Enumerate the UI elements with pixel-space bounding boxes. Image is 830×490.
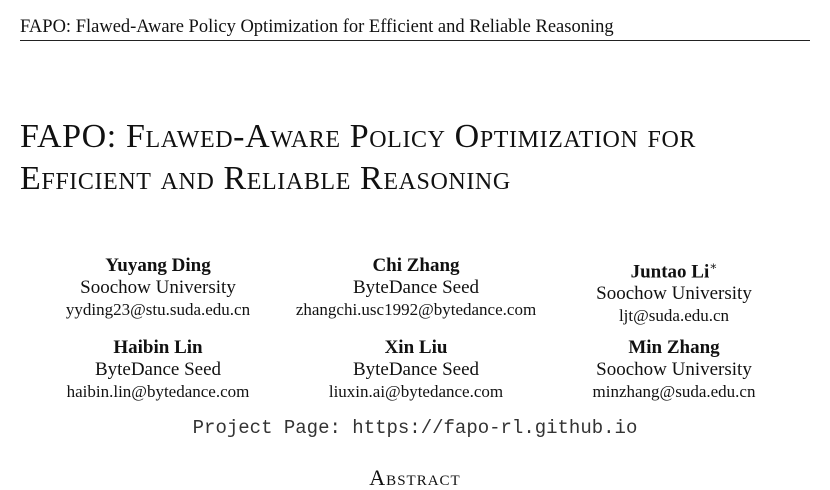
author-affiliation: Soochow University xyxy=(80,277,236,298)
author-name: Xin Liu xyxy=(384,337,448,358)
running-head: FAPO: Flawed-Aware Policy Optimization f… xyxy=(20,16,810,41)
author-block: Juntao Li∗ Soochow University ljt@suda.e… xyxy=(524,255,824,326)
author-email: haibin.lin@bytedance.com xyxy=(66,382,250,401)
author-affiliation: ByteDance Seed xyxy=(352,277,480,298)
abstract-heading: Abstract xyxy=(369,465,461,490)
author-block: Yuyang Ding Soochow University yyding23@… xyxy=(8,255,308,320)
author-name-wrapper: Juntao Li∗ xyxy=(524,255,824,283)
author-affiliation: Soochow University xyxy=(596,359,752,380)
author-affiliation: ByteDance Seed xyxy=(94,359,222,380)
author-email: liuxin.ai@bytedance.com xyxy=(328,382,504,401)
author-email: ljt@suda.edu.cn xyxy=(618,306,730,326)
author-name: Haibin Lin xyxy=(113,337,203,358)
author-email: yyding23@stu.suda.edu.cn xyxy=(65,300,251,319)
author-affiliation: Soochow University xyxy=(596,283,752,305)
author-email: minzhang@suda.edu.cn xyxy=(592,382,756,401)
paper-title: FAPO: Flawed-Aware Policy Optimization f… xyxy=(20,116,815,200)
project-page-link[interactable]: https://fapo-rl.github.io xyxy=(352,417,638,439)
author-block: Chi Zhang ByteDance Seed zhangchi.usc199… xyxy=(266,255,566,320)
author-name: Yuyang Ding xyxy=(105,255,211,276)
author-name: Juntao Li xyxy=(630,261,710,283)
author-name: Chi Zhang xyxy=(372,255,460,276)
author-email: zhangchi.usc1992@bytedance.com xyxy=(295,300,537,319)
corresponding-author-mark: ∗ xyxy=(709,259,718,273)
author-name: Min Zhang xyxy=(628,337,720,358)
project-page: Project Page: https://fapo-rl.github.io xyxy=(0,416,830,440)
author-block: Min Zhang Soochow University minzhang@su… xyxy=(524,337,824,402)
author-block: Haibin Lin ByteDance Seed haibin.lin@byt… xyxy=(8,337,308,402)
author-block: Xin Liu ByteDance Seed liuxin.ai@bytedan… xyxy=(266,337,566,402)
title-line-1: FAPO: Flawed-Aware Policy Optimization f… xyxy=(20,118,696,155)
author-affiliation: ByteDance Seed xyxy=(352,359,480,380)
project-page-label: Project Page: xyxy=(192,417,341,439)
title-line-2: Efficient and Reliable Reasoning xyxy=(20,160,511,197)
